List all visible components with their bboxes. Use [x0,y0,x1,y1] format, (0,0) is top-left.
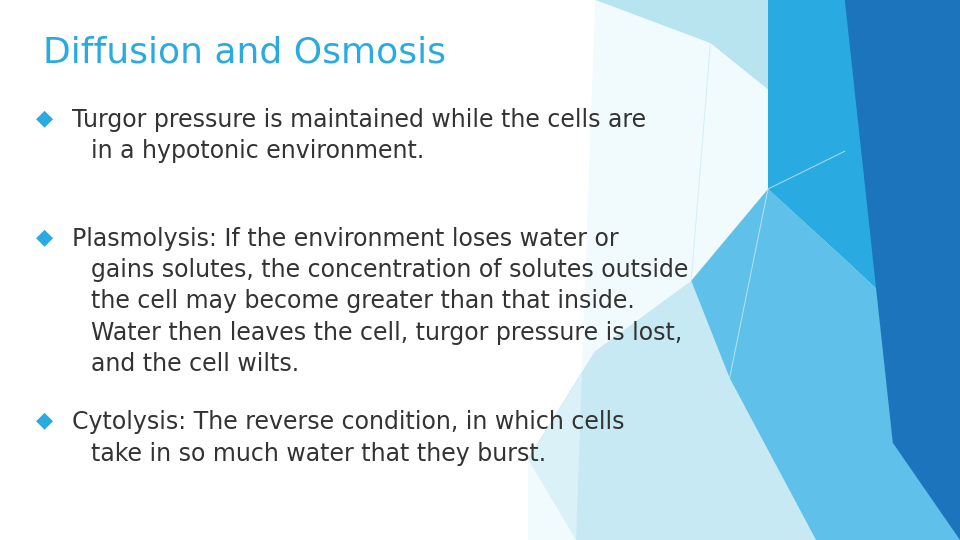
Text: Water then leaves the cell, turgor pressure is lost,: Water then leaves the cell, turgor press… [91,321,683,345]
Polygon shape [528,0,845,540]
Text: Diffusion and Osmosis: Diffusion and Osmosis [43,35,446,69]
Text: gains solutes, the concentration of solutes outside: gains solutes, the concentration of solu… [91,258,688,282]
Text: ◆: ◆ [36,410,53,430]
Text: take in so much water that they burst.: take in so much water that they burst. [91,442,546,465]
Polygon shape [528,281,816,540]
Text: Plasmolysis: If the environment loses water or: Plasmolysis: If the environment loses wa… [72,227,618,251]
Text: ◆: ◆ [36,227,53,247]
Text: the cell may become greater than that inside.: the cell may become greater than that in… [91,289,635,313]
Polygon shape [691,189,960,540]
Text: and the cell wilts.: and the cell wilts. [91,352,300,376]
Text: Turgor pressure is maintained while the cells are: Turgor pressure is maintained while the … [72,108,646,132]
Text: in a hypotonic environment.: in a hypotonic environment. [91,139,424,163]
Polygon shape [768,0,960,367]
Text: ◆: ◆ [36,108,53,128]
Text: Cytolysis: The reverse condition, in which cells: Cytolysis: The reverse condition, in whi… [72,410,625,434]
Polygon shape [595,0,960,227]
Polygon shape [845,0,960,540]
